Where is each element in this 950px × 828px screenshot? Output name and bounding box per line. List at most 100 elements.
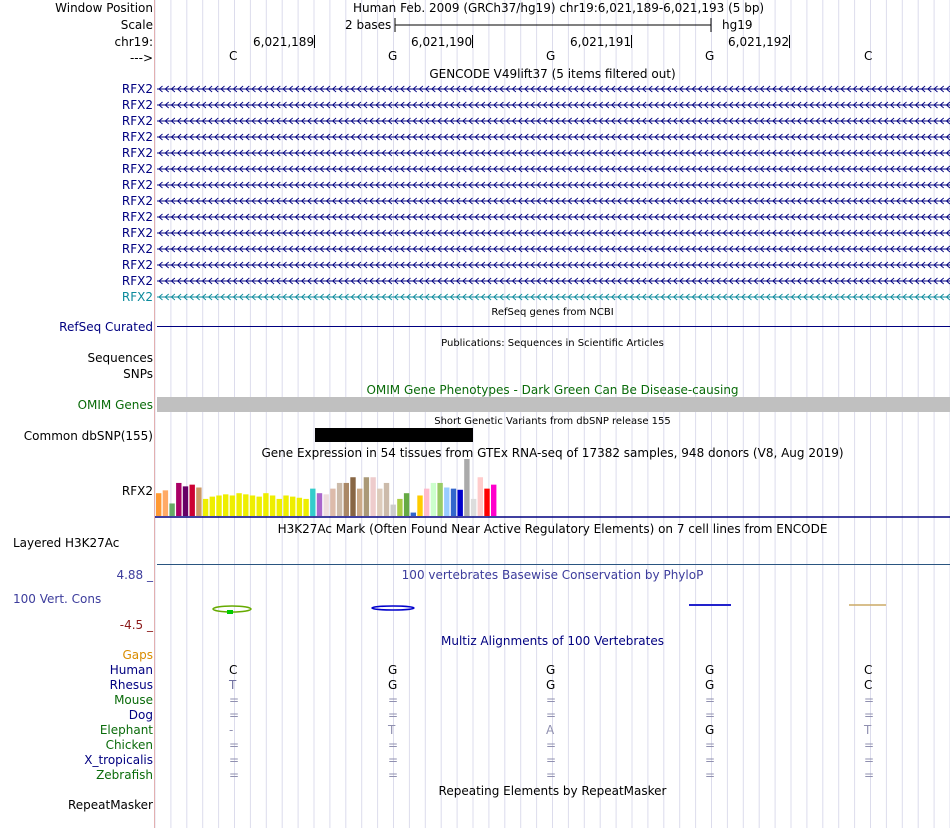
- species-label[interactable]: Dog: [128, 708, 153, 722]
- gencode-row-label[interactable]: RFX2: [121, 194, 153, 208]
- gtex-tissue-bar: [491, 484, 497, 516]
- gtex-tissue-bar: [296, 497, 303, 516]
- gtex-tissue-bar: [229, 495, 236, 516]
- position-label: 6,021,191: [570, 35, 632, 49]
- gtex-label[interactable]: RFX2: [121, 484, 153, 498]
- gencode-transcript[interactable]: [157, 212, 950, 222]
- species-label[interactable]: Mouse: [114, 693, 153, 707]
- gencode-row-label[interactable]: RFX2: [121, 114, 153, 128]
- conservation-marks[interactable]: [155, 598, 950, 618]
- snps-label[interactable]: SNPs: [123, 367, 153, 381]
- alignment-base: =: [388, 708, 399, 722]
- gtex-tissue-bar: [330, 488, 336, 516]
- alignment-base: =: [705, 753, 716, 767]
- conservation-min: -4.5 _: [119, 618, 153, 632]
- conservation-mark-g1: [371, 605, 415, 611]
- refseq-line[interactable]: [157, 326, 950, 327]
- alignment-base: =: [864, 753, 875, 767]
- scale-text: 2 bases: [345, 18, 392, 32]
- reference-base: G: [705, 49, 715, 63]
- gencode-transcript[interactable]: [157, 84, 950, 94]
- gencode-row-label[interactable]: RFX2: [121, 130, 153, 144]
- gencode-transcript[interactable]: [157, 164, 950, 174]
- gencode-row-label[interactable]: RFX2: [121, 290, 153, 304]
- strand-arrow: [158, 277, 950, 285]
- alignment-base: C: [864, 663, 873, 677]
- gtex-tissue-bar: [470, 498, 477, 516]
- gencode-row-label[interactable]: RFX2: [121, 146, 153, 160]
- repeatmasker-label[interactable]: RepeatMasker: [67, 798, 153, 812]
- h3k27ac-label[interactable]: Layered H3K27Ac: [13, 536, 120, 550]
- gencode-row-label[interactable]: RFX2: [121, 162, 153, 176]
- refseq-label[interactable]: RefSeq Curated: [59, 320, 153, 334]
- gtex-tissue-bar: [363, 477, 370, 516]
- gtex-bars[interactable]: [155, 459, 950, 519]
- gtex-tissue-bar: [303, 498, 309, 516]
- dbsnp-label[interactable]: Common dbSNP(155): [23, 429, 153, 443]
- alignment-base: =: [229, 768, 240, 782]
- scale-label: Scale: [120, 18, 153, 32]
- species-label[interactable]: Zebrafish: [96, 768, 153, 782]
- publications-title: Publications: Sequences in Scientific Ar…: [441, 338, 664, 349]
- chrom-label: chr19:: [114, 35, 153, 49]
- species-label[interactable]: Chicken: [105, 738, 153, 752]
- position-tick: [631, 35, 632, 48]
- alignment-base: =: [864, 738, 875, 752]
- gencode-row-label[interactable]: RFX2: [121, 242, 153, 256]
- strand-arrow: [158, 133, 950, 141]
- gencode-transcript[interactable]: [157, 244, 950, 254]
- gtex-tissue-bar: [323, 494, 329, 516]
- gencode-row-label[interactable]: RFX2: [121, 178, 153, 192]
- alignment-base: =: [229, 708, 240, 722]
- gencode-transcript[interactable]: [157, 260, 950, 270]
- omim-bar[interactable]: [157, 397, 950, 412]
- sequences-label[interactable]: Sequences: [87, 351, 153, 365]
- gaps-label[interactable]: Gaps: [122, 648, 153, 662]
- gtex-tissue-bar: [156, 493, 162, 516]
- alignment-base: =: [864, 768, 875, 782]
- gencode-transcript[interactable]: [157, 100, 950, 110]
- alignment-base: G: [705, 678, 715, 692]
- gtex-tissue-bar: [390, 504, 396, 516]
- alignment-base: =: [705, 708, 716, 722]
- species-label[interactable]: X_tropicalis: [84, 753, 153, 767]
- gencode-title[interactable]: GENCODE V49lift37 (5 items filtered out): [429, 67, 676, 81]
- omim-title: OMIM Gene Phenotypes - Dark Green Can Be…: [366, 383, 739, 397]
- conservation-title: 100 vertebrates Basewise Conservation by…: [401, 568, 704, 582]
- strand-arrow: [158, 245, 950, 253]
- conservation-label[interactable]: 100 Vert. Cons: [13, 592, 102, 606]
- species-label[interactable]: Elephant: [99, 723, 153, 737]
- alignment-base: G: [705, 723, 715, 737]
- gencode-transcript[interactable]: [157, 132, 950, 142]
- gencode-transcript[interactable]: [157, 148, 950, 158]
- h3k27ac-title: H3K27Ac Mark (Often Found Near Active Re…: [277, 522, 828, 536]
- gencode-transcript[interactable]: [157, 228, 950, 238]
- conservation-max: 4.88 _: [116, 568, 153, 582]
- gencode-transcript[interactable]: [157, 276, 950, 286]
- gencode-transcript[interactable]: [157, 196, 950, 206]
- alignment-base: -: [229, 723, 234, 737]
- gtex-tissue-bar: [209, 496, 215, 516]
- gencode-row-label[interactable]: RFX2: [121, 226, 153, 240]
- dbsnp-variant[interactable]: [315, 428, 473, 442]
- gtex-tissue-bar: [276, 498, 282, 516]
- refseq-title: RefSeq genes from NCBI: [491, 307, 614, 318]
- species-label[interactable]: Rhesus: [109, 678, 153, 692]
- gtex-tissue-bar: [370, 477, 376, 516]
- gtex-tissue-bar: [256, 496, 262, 516]
- gencode-row-label[interactable]: RFX2: [121, 210, 153, 224]
- omim-label[interactable]: OMIM Genes: [77, 398, 153, 412]
- gtex-tissue-bar: [410, 512, 416, 516]
- strand-arrow: [158, 261, 950, 269]
- gencode-row-label[interactable]: RFX2: [121, 274, 153, 288]
- gtex-tissue-bar: [477, 477, 483, 516]
- strand-arrow: [158, 213, 950, 221]
- gencode-transcript[interactable]: [157, 116, 950, 126]
- gencode-row-label[interactable]: RFX2: [121, 98, 153, 112]
- gencode-transcript[interactable]: [157, 292, 950, 302]
- alignment-base: T: [229, 678, 237, 692]
- gencode-row-label[interactable]: RFX2: [121, 258, 153, 272]
- gencode-row-label[interactable]: RFX2: [121, 82, 153, 96]
- gencode-transcript[interactable]: [157, 180, 950, 190]
- species-label[interactable]: Human: [109, 663, 153, 677]
